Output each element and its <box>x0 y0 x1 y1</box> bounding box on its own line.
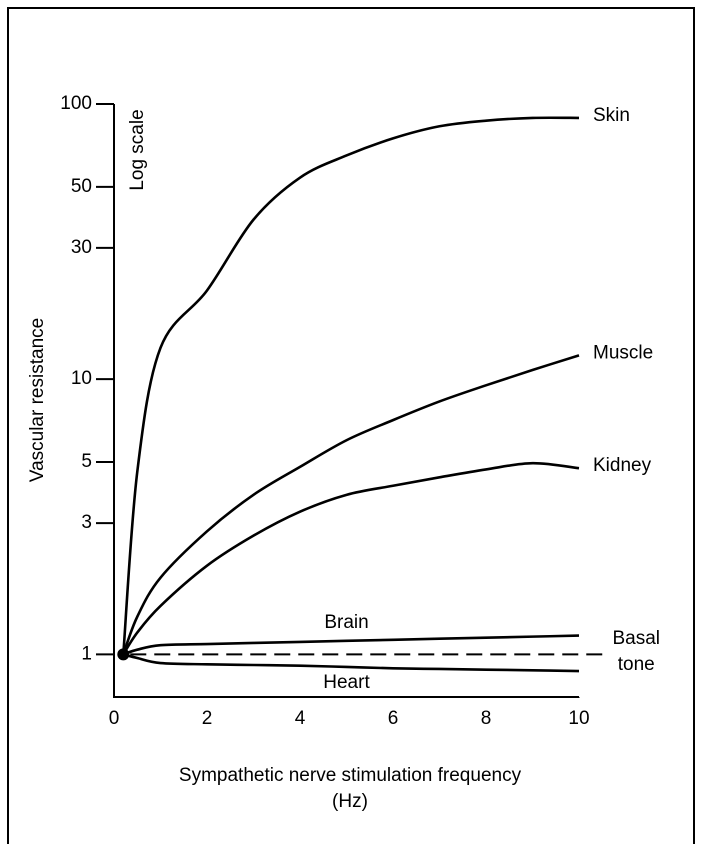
x-tick-label: 0 <box>109 708 120 729</box>
start-point <box>117 648 130 661</box>
y-tick-label: 50 <box>71 176 92 197</box>
series-line <box>122 653 580 673</box>
y-tick-label: 30 <box>71 237 92 258</box>
series-label: Skin <box>593 105 630 126</box>
series-label: Kidney <box>593 455 652 476</box>
x-tick-label: 2 <box>202 708 213 729</box>
x-tick-label: 6 <box>388 708 399 729</box>
y-tick-label: 5 <box>81 451 92 472</box>
y-tick-label: 10 <box>71 368 92 389</box>
x-tick-label: 8 <box>481 708 492 729</box>
frame <box>7 7 695 844</box>
series-label: Brain <box>324 612 368 633</box>
series-line <box>122 116 580 655</box>
series-label: Muscle <box>593 342 653 363</box>
series-label: Heart <box>323 672 370 693</box>
y-axis-title: Vascular resistance <box>27 318 48 482</box>
y-tick-label: 1 <box>81 643 92 664</box>
reference-label: Basal tone <box>612 628 661 676</box>
series-line <box>122 461 580 656</box>
y-tick-label: 100 <box>60 93 92 114</box>
x-tick-label: 4 <box>295 708 306 729</box>
series-line <box>122 634 580 656</box>
scale-note: Log scale <box>127 109 148 190</box>
x-tick-label: 10 <box>568 708 589 729</box>
y-tick-label: 3 <box>81 512 92 533</box>
series-line <box>122 354 580 655</box>
x-axis-title: Sympathetic nerve stimulation frequency … <box>178 765 522 812</box>
